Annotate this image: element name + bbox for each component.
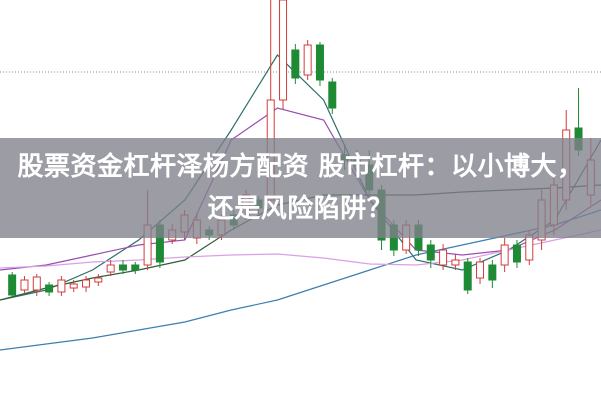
candle-body <box>463 261 472 291</box>
candle-body <box>500 244 509 266</box>
candle-body <box>279 0 288 101</box>
candle-body <box>106 264 115 273</box>
candle-body <box>20 279 29 291</box>
candle-body <box>291 49 300 79</box>
candle-body <box>32 276 41 291</box>
candle-body <box>426 244 435 261</box>
candle-body <box>451 259 460 266</box>
candle-body <box>45 284 54 293</box>
candle-body <box>476 261 485 279</box>
headline-title: 股票资金杠杆泽杨方配资 股市杠杆：以小博大，还是风险陷阱？ <box>17 152 584 224</box>
candle-body <box>488 264 497 281</box>
candle-body <box>439 249 448 266</box>
candle-body <box>328 81 337 109</box>
candle-body <box>118 264 127 271</box>
candle-body <box>525 234 534 261</box>
headline-overlay: 股票资金杠杆泽杨方配资 股市杠杆：以小博大，还是风险陷阱？ <box>0 138 601 238</box>
candle-body <box>69 283 78 289</box>
candle-body <box>512 244 521 263</box>
candle-body <box>303 44 312 76</box>
candle-body <box>131 264 140 271</box>
candle-body <box>315 44 324 81</box>
candle-body <box>8 274 17 296</box>
candle-body <box>82 279 91 288</box>
candle-body <box>94 277 103 283</box>
candle-body <box>57 279 66 293</box>
